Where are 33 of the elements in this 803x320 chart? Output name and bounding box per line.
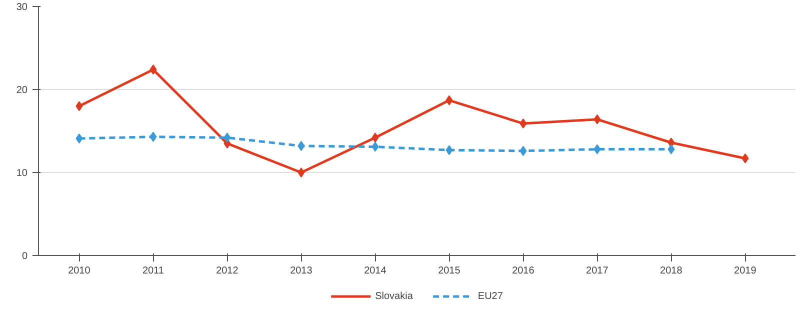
y-tick-label: 20 [16, 85, 28, 96]
point [150, 64, 157, 75]
x-tick-label: 2010 [68, 266, 91, 276]
x-tick-label: 2018 [660, 266, 683, 276]
y-tick-label: 10 [16, 168, 28, 179]
x-tick-label: 2017 [586, 266, 609, 276]
point [76, 133, 83, 144]
x-tick-label: 2011 [142, 266, 164, 276]
point [446, 145, 453, 156]
point [520, 118, 527, 129]
point [594, 144, 601, 154]
y-tick-label: 30 [16, 2, 28, 13]
point [520, 146, 527, 156]
point [594, 114, 601, 124]
point [446, 95, 453, 106]
point [76, 101, 83, 112]
x-tick-label: 2012 [216, 266, 239, 276]
point [372, 142, 379, 152]
legend-label: Slovakia [375, 290, 413, 303]
point [742, 153, 749, 164]
point [298, 168, 305, 178]
x-tick-label: 2013 [290, 266, 313, 276]
point [372, 132, 379, 143]
legend-label: EU27 [478, 290, 503, 303]
y-tick-label: 0 [22, 251, 28, 262]
x-tick-label: 2016 [512, 266, 535, 276]
x-tick-label: 2019 [734, 266, 757, 276]
point [224, 132, 231, 143]
x-tick-label: 2015 [438, 266, 461, 276]
point [298, 140, 305, 151]
point [668, 144, 675, 154]
point [150, 132, 157, 142]
x-tick-label: 2014 [364, 266, 387, 276]
